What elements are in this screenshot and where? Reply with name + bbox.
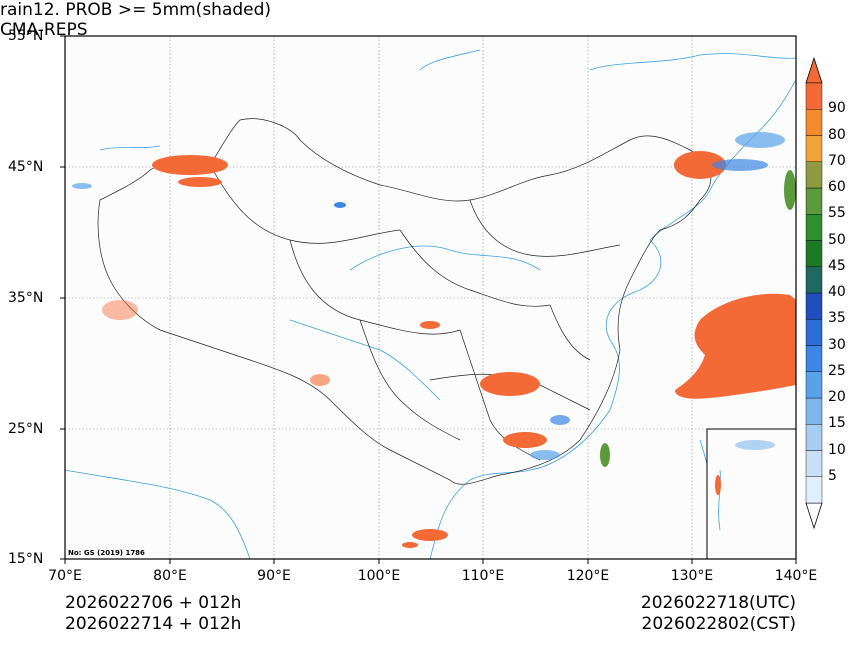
- colorbar-label: 90: [828, 100, 846, 117]
- gridlines: [65, 36, 796, 559]
- init-time-cst: 2026022714 + 012h: [65, 614, 242, 634]
- lon-label-70: 70°E: [48, 568, 82, 584]
- colorbar-label: 35: [828, 310, 846, 327]
- colorbar-block: [805, 319, 823, 346]
- colorbar-block: [805, 214, 823, 241]
- tick-marks: [60, 35, 797, 564]
- colorbar-bottom-arrow: [805, 502, 823, 530]
- colorbar-block: [805, 161, 823, 189]
- colorbar-label: 45: [828, 257, 846, 274]
- lon-label-130: 130°E: [670, 568, 714, 584]
- map-code: No: GS (2019) 1786: [68, 549, 145, 557]
- colorbar-label: 15: [828, 415, 846, 432]
- south-china-sea-inset: [706, 428, 797, 560]
- colorbar-label: 60: [828, 179, 846, 195]
- colorbar-block: [805, 424, 823, 451]
- colorbar-block: [805, 476, 823, 504]
- colorbar-block: [805, 397, 823, 425]
- colorbar-label: 80: [828, 126, 846, 143]
- lon-label-140: 140°E: [774, 568, 818, 584]
- lat-label-15: 15°N: [8, 551, 44, 567]
- lat-label-55: 55°N: [8, 28, 44, 44]
- colorbar-block: [805, 82, 823, 110]
- map-background: [65, 36, 796, 559]
- colorbar-block: [805, 109, 823, 136]
- lon-label-90: 90°E: [257, 568, 291, 584]
- colorbar-label: 5: [828, 467, 837, 484]
- valid-time-utc: 2026022718(UTC): [640, 593, 796, 613]
- colorbar-block: [805, 450, 823, 477]
- lat-label-25: 25°N: [8, 421, 44, 437]
- colorbar-label: 10: [828, 441, 846, 458]
- colorbar-label: 40: [828, 284, 846, 300]
- colorbar: [805, 56, 823, 530]
- colorbar-block: [805, 371, 823, 399]
- lat-label-35: 35°N: [8, 290, 44, 306]
- lon-label-80: 80°E: [153, 568, 187, 584]
- colorbar-label: 30: [828, 336, 846, 353]
- lon-label-100: 100°E: [357, 568, 401, 584]
- colorbar-label: 70: [828, 152, 846, 169]
- colorbar-label: 55: [828, 205, 846, 222]
- colorbar-block: [805, 292, 823, 320]
- colorbar-block: [805, 240, 823, 267]
- colorbar-block: [805, 187, 823, 215]
- colorbar-label: 20: [828, 389, 846, 405]
- precip-shading: [72, 132, 796, 548]
- model-name: CMA-REPS: [0, 20, 88, 40]
- colorbar-block: [805, 135, 823, 162]
- init-time-utc: 2026022706 + 012h: [65, 593, 242, 613]
- colorbar-top-arrow: [805, 56, 823, 84]
- valid-time-cst: 2026022802(CST): [641, 614, 796, 634]
- colorbar-label: 50: [828, 231, 846, 248]
- colorbar-label: 25: [828, 362, 846, 379]
- colorbar-block: [805, 266, 823, 294]
- coastlines: [64, 49, 797, 560]
- lat-label-45: 45°N: [8, 159, 44, 175]
- lon-label-120: 120°E: [566, 568, 610, 584]
- chart-title: rain12. PROB >= 5mm(shaded): [0, 0, 272, 20]
- colorbar-block: [805, 345, 823, 372]
- lon-label-110: 110°E: [461, 568, 505, 584]
